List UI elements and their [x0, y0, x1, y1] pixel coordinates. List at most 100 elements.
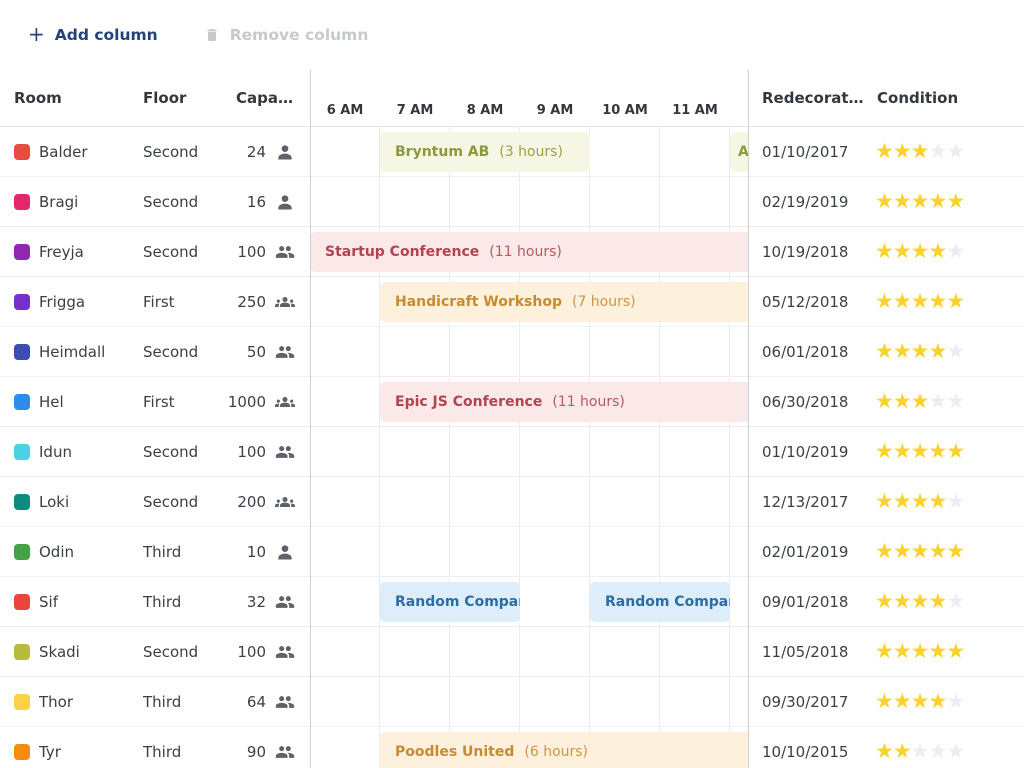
- room-cell[interactable]: Bragi: [0, 177, 140, 226]
- timeline-lane[interactable]: [310, 177, 748, 226]
- star-filled-icon[interactable]: ★: [892, 339, 912, 363]
- star-filled-icon[interactable]: ★: [946, 289, 965, 313]
- timeline-lane[interactable]: [310, 627, 748, 676]
- star-empty-icon[interactable]: ★: [946, 389, 965, 413]
- column-header-redecorated[interactable]: Redecorat…: [762, 89, 864, 107]
- star-filled-icon[interactable]: ★: [892, 189, 912, 213]
- star-filled-icon[interactable]: ★: [910, 489, 930, 513]
- timeline-lane[interactable]: Handicraft Workshop (7 hours): [310, 277, 748, 326]
- timeline-lane[interactable]: Poodles United (6 hours): [310, 727, 748, 768]
- star-filled-icon[interactable]: ★: [910, 289, 930, 313]
- star-filled-icon[interactable]: ★: [892, 539, 912, 563]
- star-filled-icon[interactable]: ★: [875, 139, 894, 163]
- star-filled-icon[interactable]: ★: [875, 339, 894, 363]
- room-cell[interactable]: Skadi: [0, 627, 140, 676]
- star-filled-icon[interactable]: ★: [892, 139, 912, 163]
- star-filled-icon[interactable]: ★: [928, 539, 947, 563]
- condition-rating[interactable]: ★ ★ ★ ★ ★: [863, 177, 1024, 226]
- event-bar[interactable]: Startup Conference (11 hours): [310, 232, 748, 272]
- star-filled-icon[interactable]: ★: [875, 539, 894, 563]
- timeline-lane[interactable]: Bryntum AB (3 hours) A: [310, 127, 748, 176]
- room-cell[interactable]: Frigga: [0, 277, 140, 326]
- scheduler-row[interactable]: Thor Third 64 09/30/2017 ★ ★ ★ ★ ★: [0, 677, 1024, 727]
- star-filled-icon[interactable]: ★: [892, 389, 912, 413]
- star-filled-icon[interactable]: ★: [892, 439, 912, 463]
- condition-rating[interactable]: ★ ★ ★ ★ ★: [863, 377, 1024, 426]
- scheduler-row[interactable]: Loki Second 200 12/13/2017 ★ ★ ★ ★ ★: [0, 477, 1024, 527]
- condition-rating[interactable]: ★ ★ ★ ★ ★: [863, 577, 1024, 626]
- star-filled-icon[interactable]: ★: [928, 189, 947, 213]
- star-filled-icon[interactable]: ★: [910, 189, 930, 213]
- star-filled-icon[interactable]: ★: [892, 239, 912, 263]
- room-cell[interactable]: Balder: [0, 127, 140, 176]
- scheduler-row[interactable]: Idun Second 100 01/10/2019 ★ ★ ★ ★ ★: [0, 427, 1024, 477]
- room-cell[interactable]: Hel: [0, 377, 140, 426]
- event-bar[interactable]: Random Company: [380, 582, 520, 622]
- room-cell[interactable]: Idun: [0, 427, 140, 476]
- scheduler-row[interactable]: Sif Third 32 Random CompanyRandom Compan…: [0, 577, 1024, 627]
- star-filled-icon[interactable]: ★: [946, 439, 965, 463]
- star-empty-icon[interactable]: ★: [946, 689, 965, 713]
- star-filled-icon[interactable]: ★: [928, 639, 947, 663]
- star-empty-icon[interactable]: ★: [910, 739, 930, 763]
- star-empty-icon[interactable]: ★: [946, 489, 965, 513]
- star-filled-icon[interactable]: ★: [910, 639, 930, 663]
- star-filled-icon[interactable]: ★: [946, 189, 965, 213]
- column-header-condition[interactable]: Condition: [877, 89, 959, 107]
- star-filled-icon[interactable]: ★: [928, 289, 947, 313]
- room-cell[interactable]: Freyja: [0, 227, 140, 276]
- star-filled-icon[interactable]: ★: [910, 389, 930, 413]
- star-empty-icon[interactable]: ★: [946, 239, 965, 263]
- splitter-right[interactable]: [748, 70, 749, 768]
- scheduler-row[interactable]: Freyja Second 100 Startup Conference (11 …: [0, 227, 1024, 277]
- room-cell[interactable]: Odin: [0, 527, 140, 576]
- add-column-button[interactable]: + Add column: [28, 24, 158, 45]
- star-filled-icon[interactable]: ★: [910, 339, 930, 363]
- scheduler-row[interactable]: Tyr Third 90 Poodles United (6 hours) 10/…: [0, 727, 1024, 768]
- star-filled-icon[interactable]: ★: [875, 589, 894, 613]
- scheduler-row[interactable]: Skadi Second 100 11/05/2018 ★ ★ ★ ★ ★: [0, 627, 1024, 677]
- condition-rating[interactable]: ★ ★ ★ ★ ★: [863, 677, 1024, 726]
- star-filled-icon[interactable]: ★: [875, 489, 894, 513]
- timeline-lane[interactable]: [310, 427, 748, 476]
- star-filled-icon[interactable]: ★: [910, 589, 930, 613]
- scheduler-row[interactable]: Balder Second 24 Bryntum AB (3 hours) A 01…: [0, 127, 1024, 177]
- star-empty-icon[interactable]: ★: [946, 139, 965, 163]
- star-filled-icon[interactable]: ★: [892, 739, 912, 763]
- star-filled-icon[interactable]: ★: [892, 639, 912, 663]
- star-filled-icon[interactable]: ★: [875, 239, 894, 263]
- scheduler-row[interactable]: Frigga First 250 Handicraft Workshop (7 h…: [0, 277, 1024, 327]
- star-empty-icon[interactable]: ★: [928, 139, 947, 163]
- star-filled-icon[interactable]: ★: [875, 389, 894, 413]
- star-filled-icon[interactable]: ★: [892, 589, 912, 613]
- star-empty-icon[interactable]: ★: [946, 339, 965, 363]
- condition-rating[interactable]: ★ ★ ★ ★ ★: [863, 727, 1024, 768]
- scheduler-row[interactable]: Bragi Second 16 02/19/2019 ★ ★ ★ ★ ★: [0, 177, 1024, 227]
- star-filled-icon[interactable]: ★: [875, 639, 894, 663]
- star-filled-icon[interactable]: ★: [892, 289, 912, 313]
- star-filled-icon[interactable]: ★: [910, 689, 930, 713]
- star-filled-icon[interactable]: ★: [928, 339, 947, 363]
- condition-rating[interactable]: ★ ★ ★ ★ ★: [863, 427, 1024, 476]
- column-header-room[interactable]: Room: [14, 89, 62, 107]
- condition-rating[interactable]: ★ ★ ★ ★ ★: [863, 527, 1024, 576]
- column-header-capacity[interactable]: Capa…: [236, 89, 293, 107]
- star-empty-icon[interactable]: ★: [946, 739, 965, 763]
- star-filled-icon[interactable]: ★: [875, 189, 894, 213]
- star-filled-icon[interactable]: ★: [910, 239, 930, 263]
- condition-rating[interactable]: ★ ★ ★ ★ ★: [863, 127, 1024, 176]
- timeline-lane[interactable]: Epic JS Conference (11 hours): [310, 377, 748, 426]
- timeline-lane[interactable]: Startup Conference (11 hours): [310, 227, 748, 276]
- event-bar[interactable]: Handicraft Workshop (7 hours): [380, 282, 748, 322]
- star-filled-icon[interactable]: ★: [910, 539, 930, 563]
- star-empty-icon[interactable]: ★: [928, 739, 947, 763]
- condition-rating[interactable]: ★ ★ ★ ★ ★: [863, 277, 1024, 326]
- star-filled-icon[interactable]: ★: [928, 239, 947, 263]
- scheduler-row[interactable]: Hel First 1000 Epic JS Conference (11 hou…: [0, 377, 1024, 427]
- star-filled-icon[interactable]: ★: [928, 489, 947, 513]
- star-empty-icon[interactable]: ★: [928, 389, 947, 413]
- event-bar[interactable]: A: [730, 132, 748, 172]
- star-filled-icon[interactable]: ★: [875, 289, 894, 313]
- star-filled-icon[interactable]: ★: [875, 689, 894, 713]
- star-empty-icon[interactable]: ★: [946, 589, 965, 613]
